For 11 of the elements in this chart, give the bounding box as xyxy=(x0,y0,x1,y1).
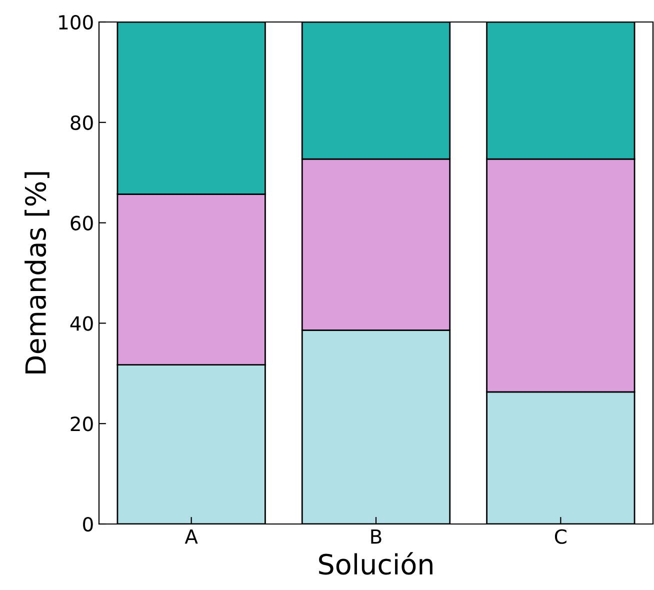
y-axis-title: Demandas [%] xyxy=(24,172,50,374)
y-tick-label: 80 xyxy=(70,115,93,130)
y-tick-label: 60 xyxy=(70,216,93,230)
x-axis-title: Solución xyxy=(319,552,432,575)
y-tick-label: 0 xyxy=(83,516,93,532)
y-tick-label: 20 xyxy=(70,416,93,432)
y-tick-label: 100 xyxy=(59,14,93,30)
x-tick-label: B xyxy=(371,529,382,544)
x-tick-label: C xyxy=(554,529,566,544)
x-tick-label: A xyxy=(184,529,198,544)
y-tick-label: 40 xyxy=(70,316,93,331)
